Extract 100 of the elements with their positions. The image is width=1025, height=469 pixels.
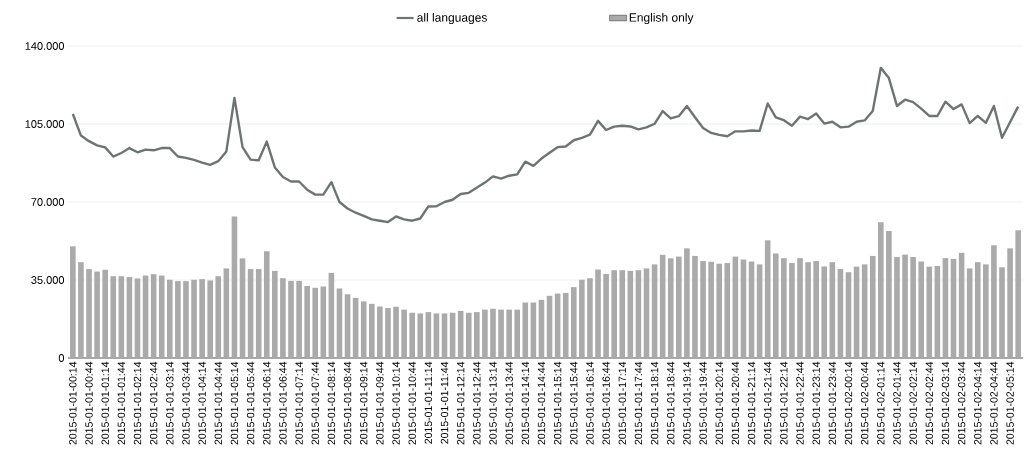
y-tick-label: 70.000 (31, 198, 65, 206)
bar (368, 303, 375, 358)
x-tick-label: 2015-01-01-03:14 (166, 361, 174, 445)
bar (150, 274, 157, 358)
x-tick-label: 2015-01-02-02:44 (925, 361, 934, 445)
bar (199, 279, 205, 358)
x-tick-label: 2015-01-01-00:14 (69, 361, 77, 445)
bar (603, 273, 609, 358)
y-tick-label: 105.000 (25, 120, 65, 128)
bar (595, 269, 601, 358)
x-tick-label: 2015-01-02-00:44 (860, 361, 869, 445)
bar (86, 269, 92, 358)
bar (643, 268, 650, 358)
x-tick-label: 2015-01-01-07:44 (311, 361, 319, 445)
bar (570, 287, 577, 358)
x-tick-label: 2015-01-01-17:14 (618, 361, 626, 445)
x-tick-label: 2015-01-01-20:44 (731, 361, 740, 445)
x-tick-label: 2015-01-01-23:44 (828, 361, 837, 445)
bar (272, 270, 278, 358)
x-tick-label: 2015-01-01-06:44 (279, 361, 287, 445)
bar (902, 254, 908, 358)
bar (716, 263, 723, 358)
x-tick-label: 2015-01-01-03:44 (182, 361, 190, 445)
x-tick-label: 2015-01-01-10:14 (392, 361, 400, 445)
bar (312, 287, 319, 358)
x-tick-label: 2015-01-01-01:14 (101, 361, 109, 445)
bar (878, 222, 884, 358)
x-tick-label: 2015-01-01-01:44 (117, 361, 126, 445)
bar (393, 306, 399, 358)
bar (118, 276, 125, 358)
bar (441, 313, 448, 358)
bar (756, 264, 763, 358)
bar (474, 312, 480, 358)
bar (805, 262, 811, 358)
x-tick-label: 2015-01-01-07:14 (295, 361, 303, 445)
x-tick-label: 2015-01-01-18:44 (667, 361, 675, 445)
x-tick-label: 2015-01-01-22:14 (780, 361, 788, 445)
bar (102, 269, 108, 358)
x-tick-label: 2015-01-02-05:14 (1006, 361, 1014, 445)
x-tick-label: 2015-01-01-08:14 (327, 361, 336, 445)
bar (239, 258, 246, 358)
bar (684, 248, 690, 358)
x-tick-label: 2015-01-01-16:44 (602, 361, 610, 445)
x-tick-label: 2015-01-01-11:14 (424, 361, 433, 444)
x-tick-label: 2015-01-01-19:14 (683, 361, 691, 445)
bar (611, 270, 617, 358)
bar (401, 309, 407, 358)
x-tick-label: 2015-01-01-04:14 (198, 361, 206, 445)
bar (506, 309, 512, 358)
bar (579, 279, 585, 358)
x-tick-label: 2015-01-01-11:44 (440, 361, 449, 444)
bar (498, 309, 504, 358)
bar (667, 258, 674, 358)
bar (692, 255, 698, 358)
x-tick-label: 2015-01-01-15:44 (570, 361, 578, 445)
x-tick-label: 2015-01-01-20:14 (715, 361, 723, 445)
x-tick-label: 2015-01-01-02:14 (133, 361, 142, 445)
bar (869, 255, 876, 358)
x-tick-label: 2015-01-01-21:14 (747, 361, 756, 445)
bar (651, 264, 658, 358)
bar (845, 272, 852, 358)
bar (231, 216, 238, 358)
x-tick-label: 2015-01-01-02:44 (149, 361, 158, 445)
legend-label: all languages (417, 12, 487, 25)
bar (1007, 248, 1013, 358)
bar (110, 276, 117, 358)
bar (433, 313, 440, 358)
y-tick-label: 0 (58, 354, 65, 362)
bar (797, 258, 803, 358)
bar (781, 258, 787, 358)
x-tick-label: 2015-01-01-16:14 (586, 361, 594, 445)
bar (999, 267, 1005, 358)
bar (465, 312, 472, 358)
bar (134, 278, 141, 358)
x-tick-label: 2015-01-02-01:44 (893, 361, 901, 445)
bar (191, 279, 197, 358)
bar (587, 278, 593, 358)
x-tick-label: 2015-01-02-01:14 (877, 361, 885, 445)
x-tick-label: 2015-01-01-10:44 (408, 361, 416, 445)
bar (966, 268, 973, 358)
x-tick-label: 2015-01-01-14:14 (521, 361, 530, 445)
bar (167, 279, 173, 358)
bar (861, 264, 868, 358)
bar (894, 257, 900, 358)
x-tick-label: 2015-01-02-04:44 (990, 361, 998, 445)
bar (619, 270, 626, 358)
bar (263, 251, 270, 358)
y-tick-label: 140.000 (25, 42, 65, 50)
bar (764, 240, 771, 358)
x-tick-label: 2015-01-01-23:14 (812, 361, 820, 445)
bar (215, 276, 222, 358)
x-tick-label: 2015-01-01-15:14 (553, 361, 562, 445)
x-tick-label: 2015-01-01-14:44 (537, 361, 546, 445)
x-tick-label: 2015-01-01-17:44 (634, 361, 643, 445)
x-tick-label: 2015-01-01-22:44 (796, 361, 804, 445)
x-tick-label: 2015-01-01-00:44 (85, 361, 93, 445)
bar (740, 259, 747, 358)
x-tick-label: 2015-01-02-00:14 (844, 361, 853, 445)
bar (70, 246, 76, 358)
x-tick-label: 2015-01-01-06:14 (263, 361, 271, 445)
